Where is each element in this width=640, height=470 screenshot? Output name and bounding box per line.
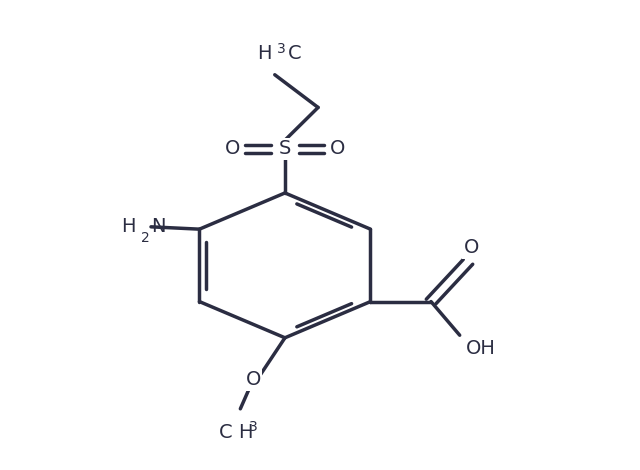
Text: O: O — [330, 139, 345, 158]
Text: C: C — [218, 423, 232, 442]
Text: OH: OH — [466, 339, 496, 358]
Text: H: H — [238, 423, 252, 442]
Text: 3: 3 — [249, 420, 258, 434]
Text: S: S — [279, 139, 291, 158]
Text: O: O — [463, 238, 479, 258]
Text: O: O — [245, 370, 260, 389]
Text: H: H — [121, 217, 136, 236]
Text: N: N — [151, 217, 166, 236]
Text: C: C — [287, 44, 301, 63]
Text: H: H — [257, 44, 271, 63]
Text: 2: 2 — [141, 232, 150, 245]
Text: O: O — [225, 139, 241, 158]
Text: 3: 3 — [276, 41, 285, 55]
